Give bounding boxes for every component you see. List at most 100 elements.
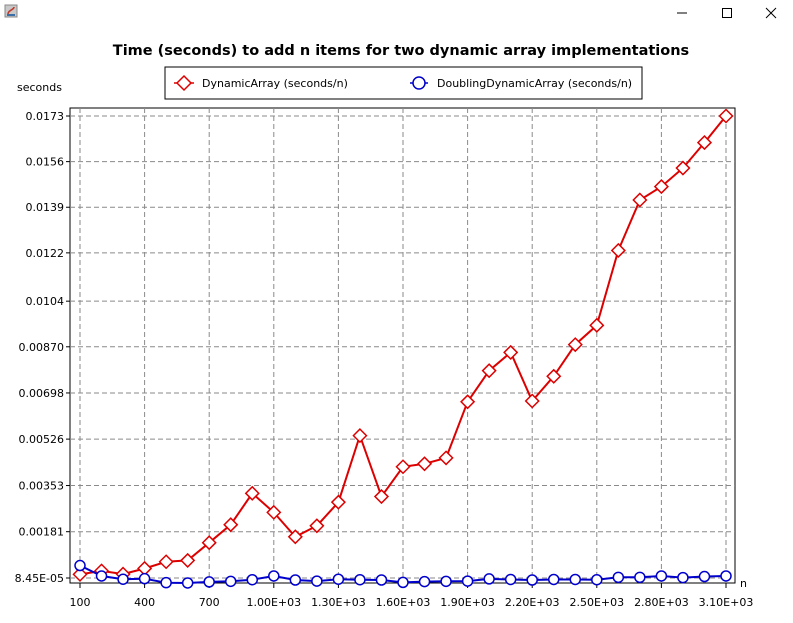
data-point-doubling <box>375 574 388 586</box>
data-point-doubling <box>224 575 237 588</box>
data-point-doubling <box>203 576 215 588</box>
data-point-doubling <box>440 575 452 588</box>
data-point-doubling <box>461 575 474 587</box>
legend-label-dynamicarray: DynamicArray (seconds/n) <box>202 77 348 90</box>
data-point-doubling <box>569 573 582 586</box>
x-tick-label: 1.30E+03 <box>311 596 366 609</box>
data-point-dynamicarray <box>287 529 303 545</box>
close-button[interactable] <box>751 0 791 26</box>
data-point-doubling <box>117 573 129 585</box>
data-point-doubling <box>698 570 711 583</box>
x-tick-label: 400 <box>134 596 155 609</box>
data-point-doubling <box>332 573 345 585</box>
data-point-dynamicarray <box>675 160 691 176</box>
data-point-dynamicarray <box>632 192 648 208</box>
x-tick-label: 100 <box>70 596 91 609</box>
data-point-dynamicarray <box>416 456 433 472</box>
data-point-doubling <box>268 570 280 582</box>
minimize-icon <box>677 12 687 14</box>
y-tick-label: 0.0139 <box>26 201 65 214</box>
data-point-dynamicarray <box>503 344 519 360</box>
x-axis-label: n <box>740 577 747 590</box>
data-point-dynamicarray <box>653 179 669 195</box>
legend-marker-doubling <box>412 76 426 90</box>
y-tick-label: 0.0104 <box>26 295 65 308</box>
data-point-dynamicarray <box>610 242 626 259</box>
data-point-doubling <box>74 559 86 572</box>
data-point-dynamicarray <box>201 535 217 551</box>
data-point-doubling <box>634 571 646 584</box>
data-point-dynamicarray <box>589 317 605 333</box>
y-axis-label: seconds <box>17 81 62 94</box>
x-tick-label: 2.80E+03 <box>634 596 689 609</box>
data-point-dynamicarray <box>546 368 562 384</box>
x-tick-label: 1.60E+03 <box>376 596 431 609</box>
data-point-doubling <box>591 573 603 586</box>
data-point-doubling <box>612 571 625 584</box>
series-group <box>72 108 734 589</box>
data-point-dynamicarray <box>524 393 540 409</box>
data-point-doubling <box>418 575 431 588</box>
data-point-doubling <box>138 572 151 585</box>
data-point-doubling <box>720 570 732 582</box>
data-point-dynamicarray <box>373 488 390 505</box>
data-point-dynamicarray <box>567 337 583 353</box>
data-point-doubling <box>289 574 302 586</box>
data-point-dynamicarray <box>223 517 239 533</box>
chart-legend: DynamicArray (seconds/n) DoublingDynamic… <box>164 66 643 100</box>
x-tick-label: 1.90E+03 <box>440 596 495 609</box>
maximize-icon <box>722 8 732 18</box>
y-tick-label: 0.0156 <box>26 156 65 169</box>
data-point-doubling <box>504 573 517 586</box>
data-point-dynamicarray <box>244 485 260 501</box>
x-tick-label: 2.50E+03 <box>569 596 624 609</box>
java-app-icon <box>4 4 18 18</box>
data-point-dynamicarray <box>266 504 282 520</box>
y-tick-label: 0.0122 <box>26 247 65 260</box>
window-titlebar <box>0 0 793 26</box>
data-point-dynamicarray <box>158 554 174 570</box>
y-tick-label: 8.45E-05 <box>15 572 64 585</box>
data-point-doubling <box>246 573 259 586</box>
x-tick-label: 1.00E+03 <box>246 596 301 609</box>
data-point-dynamicarray <box>460 394 476 410</box>
data-point-doubling <box>95 570 108 582</box>
data-point-dynamicarray <box>696 135 713 151</box>
maximize-button[interactable] <box>707 0 747 26</box>
legend-marker-dynamicarray <box>175 74 193 92</box>
data-point-doubling <box>483 573 495 585</box>
data-point-doubling <box>547 573 560 586</box>
y-tick-label: 0.00181 <box>19 526 65 539</box>
legend-box <box>164 66 643 100</box>
data-point-doubling <box>655 570 668 582</box>
data-point-doubling <box>526 574 538 586</box>
y-tick-label: 0.00698 <box>19 387 65 400</box>
axis-ticks: 100 400 700 1.00E+03 1.30E+03 1.60E+03 1.90E+0… <box>15 110 754 609</box>
chart-title: Time (seconds) to add n items for two dy… <box>113 43 689 59</box>
data-point-doubling <box>181 577 194 589</box>
data-point-dynamicarray <box>180 552 196 568</box>
data-point-doubling <box>311 575 323 587</box>
y-tick-label: 0.00526 <box>19 433 65 446</box>
data-point-doubling <box>160 576 172 589</box>
data-point-dynamicarray <box>395 459 411 475</box>
legend-label-doubling: DoublingDynamicArray (seconds/n) <box>437 77 632 90</box>
data-point-dynamicarray <box>718 108 734 124</box>
data-point-doubling <box>354 573 366 586</box>
close-icon <box>765 7 777 19</box>
data-point-dynamicarray <box>352 428 368 444</box>
y-tick-label: 0.0173 <box>26 110 65 123</box>
data-point-dynamicarray <box>72 566 88 582</box>
data-point-doubling <box>397 576 409 589</box>
data-point-doubling <box>677 571 689 584</box>
data-point-dynamicarray <box>438 450 454 466</box>
minimize-button[interactable] <box>662 0 702 26</box>
x-tick-label: 3.10E+03 <box>699 596 754 609</box>
y-tick-label: 0.00870 <box>19 341 65 354</box>
y-tick-label: 0.00353 <box>19 480 65 493</box>
x-tick-label: 2.20E+03 <box>505 596 560 609</box>
data-point-dynamicarray <box>309 518 325 534</box>
data-point-dynamicarray <box>330 494 346 510</box>
data-point-dynamicarray <box>481 363 497 379</box>
